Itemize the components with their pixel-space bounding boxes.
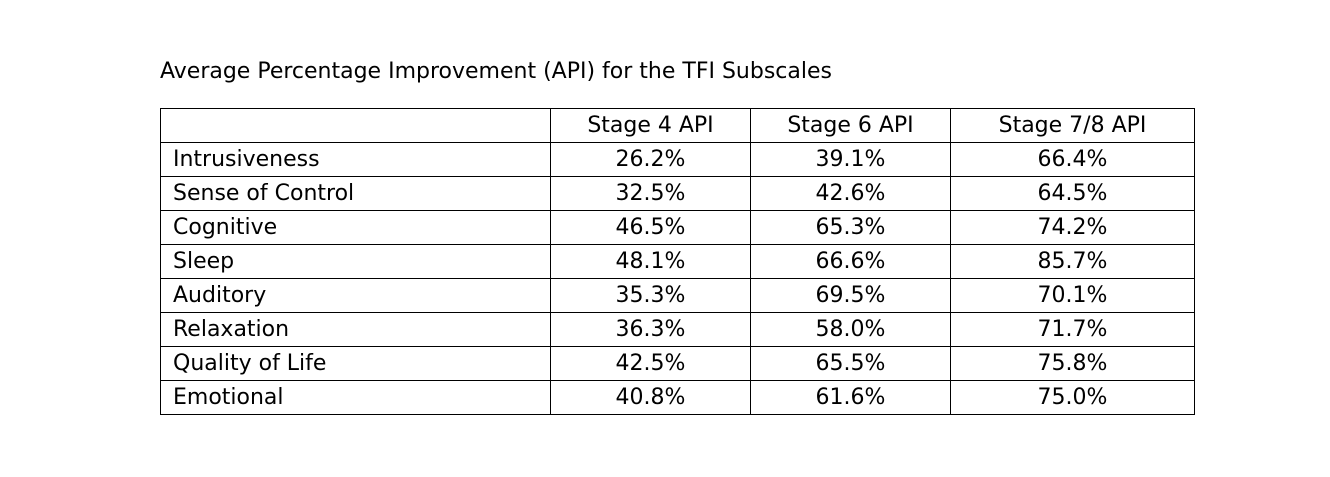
header-stage-6: Stage 6 API xyxy=(750,108,951,143)
header-stage-7-8: Stage 7/8 API xyxy=(950,108,1195,143)
cell-stage-6: 69.5% xyxy=(750,278,951,313)
table-row: Quality of Life 42.5% 65.5% 75.8% xyxy=(160,346,1195,381)
row-label: Sleep xyxy=(160,244,551,279)
row-label: Intrusiveness xyxy=(160,142,551,177)
row-label: Cognitive xyxy=(160,210,551,245)
table-row: Sense of Control 32.5% 42.6% 64.5% xyxy=(160,176,1195,211)
cell-stage-7-8: 75.8% xyxy=(950,346,1195,381)
table-row: Sleep 48.1% 66.6% 85.7% xyxy=(160,244,1195,279)
row-label: Emotional xyxy=(160,380,551,415)
row-label: Quality of Life xyxy=(160,346,551,381)
table-row: Relaxation 36.3% 58.0% 71.7% xyxy=(160,312,1195,347)
cell-stage-6: 61.6% xyxy=(750,380,951,415)
cell-stage-4: 36.3% xyxy=(550,312,751,347)
cell-stage-6: 42.6% xyxy=(750,176,951,211)
cell-stage-4: 40.8% xyxy=(550,380,751,415)
table-row: Intrusiveness 26.2% 39.1% 66.4% xyxy=(160,142,1195,177)
cell-stage-4: 46.5% xyxy=(550,210,751,245)
table-row: Cognitive 46.5% 65.3% 74.2% xyxy=(160,210,1195,245)
cell-stage-4: 48.1% xyxy=(550,244,751,279)
cell-stage-7-8: 66.4% xyxy=(950,142,1195,177)
cell-stage-6: 39.1% xyxy=(750,142,951,177)
cell-stage-6: 65.5% xyxy=(750,346,951,381)
row-label: Auditory xyxy=(160,278,551,313)
cell-stage-7-8: 85.7% xyxy=(950,244,1195,279)
cell-stage-7-8: 70.1% xyxy=(950,278,1195,313)
table-row: Emotional 40.8% 61.6% 75.0% xyxy=(160,380,1195,415)
cell-stage-6: 58.0% xyxy=(750,312,951,347)
cell-stage-7-8: 75.0% xyxy=(950,380,1195,415)
row-label: Relaxation xyxy=(160,312,551,347)
cell-stage-4: 35.3% xyxy=(550,278,751,313)
table-caption: Average Percentage Improvement (API) for… xyxy=(160,59,832,84)
header-empty-cell xyxy=(160,108,551,143)
cell-stage-4: 26.2% xyxy=(550,142,751,177)
api-table: Stage 4 API Stage 6 API Stage 7/8 API In… xyxy=(160,108,1195,415)
cell-stage-7-8: 71.7% xyxy=(950,312,1195,347)
cell-stage-6: 65.3% xyxy=(750,210,951,245)
cell-stage-7-8: 74.2% xyxy=(950,210,1195,245)
cell-stage-6: 66.6% xyxy=(750,244,951,279)
table-row: Auditory 35.3% 69.5% 70.1% xyxy=(160,278,1195,313)
header-stage-4: Stage 4 API xyxy=(550,108,751,143)
cell-stage-4: 32.5% xyxy=(550,176,751,211)
cell-stage-7-8: 64.5% xyxy=(950,176,1195,211)
row-label: Sense of Control xyxy=(160,176,551,211)
header-row: Stage 4 API Stage 6 API Stage 7/8 API xyxy=(160,108,1195,143)
cell-stage-4: 42.5% xyxy=(550,346,751,381)
